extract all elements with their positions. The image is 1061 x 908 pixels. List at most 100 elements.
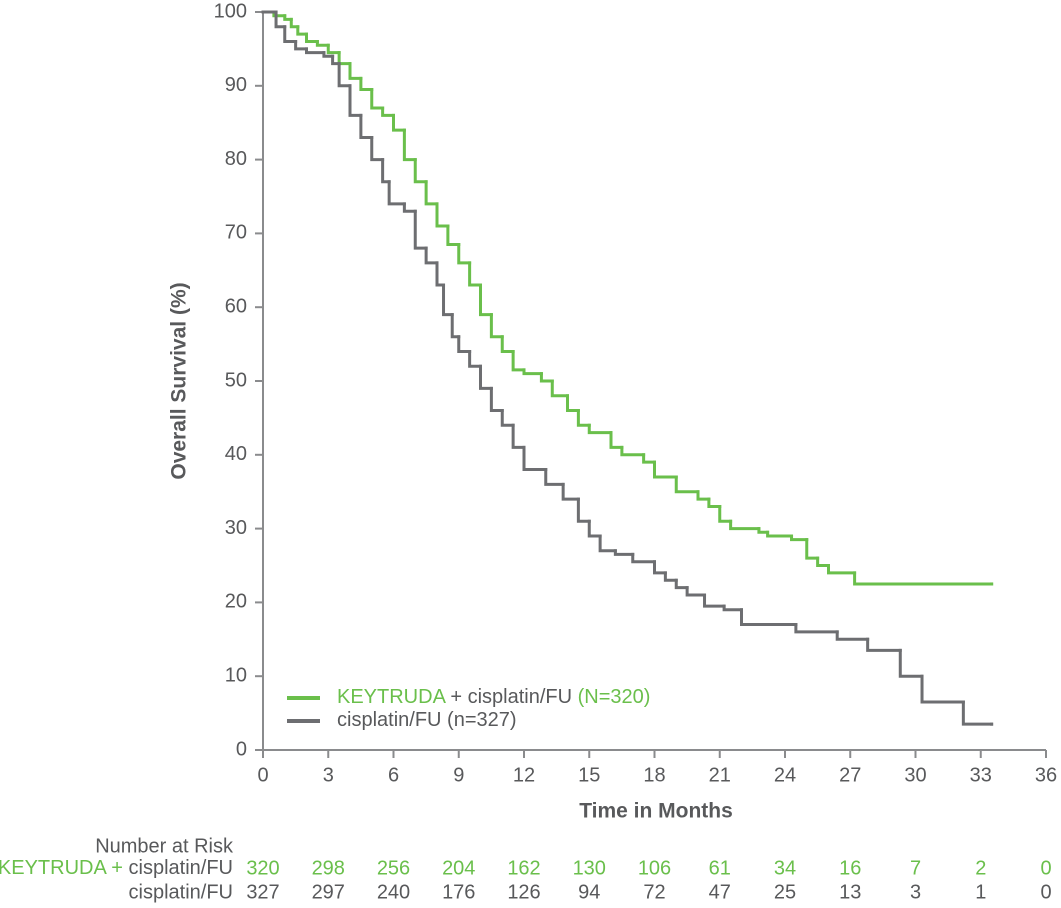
y-tick-label: 30 [225,517,247,539]
risk-value: 0 [1040,857,1051,879]
survival-step [576,409,591,427]
y-tick-label: 20 [225,591,247,613]
x-tick-label: 3 [323,764,334,786]
survival-step [468,261,482,287]
survival-step [468,349,482,368]
risk-value: 106 [638,857,671,879]
survival-step [631,552,656,564]
risk-value: 126 [507,881,540,903]
survival-step [326,43,341,55]
survival-step [740,608,798,627]
survival-step [424,246,439,265]
risk-row-label: cisplatin/FU [129,881,233,903]
risk-value: 327 [246,881,279,903]
survival-step [653,560,667,575]
legend-text-part: KEYTRUDA [337,686,447,708]
survival-step [511,349,526,372]
risk-value: 2 [975,857,986,879]
survival-step [790,534,809,542]
risk-value: 240 [377,881,410,903]
survival-step [898,648,924,678]
survival-step [674,578,689,590]
survival-step [685,586,707,597]
survival-step [522,445,548,472]
y-tick-label: 70 [225,222,247,244]
survival-step [703,593,726,608]
legend-text-part: cisplatin/FU (n=327) [337,709,517,731]
survival-step [827,564,857,575]
survival-step [489,386,504,413]
survival-step [718,504,733,523]
survival-step [450,313,461,339]
survival-step [337,51,352,66]
survival-step [642,453,656,464]
survival-step [539,372,554,383]
y-axis-label: Overall Survival (%) [168,282,191,479]
survival-step [413,209,428,250]
survival-step [835,630,870,641]
survival-step [816,556,830,567]
risk-value: 7 [910,857,921,879]
survival-step [274,10,287,29]
x-tick-label: 0 [257,764,268,786]
survival-step [392,113,406,132]
survival-step [283,25,298,44]
risk-label-part: cisplatin/FU [129,857,233,879]
survival-step [576,497,591,523]
risk-value: 94 [578,881,600,903]
survival-step [500,335,515,353]
survival-step [961,700,994,726]
survival-step [587,423,613,435]
x-tick-label: 6 [388,764,399,786]
survival-step [457,242,472,265]
x-tick-label: 27 [839,764,861,786]
legend-label: KEYTRUDA + cisplatin/FU (N=320) [337,686,650,708]
survival-step [663,571,678,582]
survival-step [609,431,624,449]
survival-step [561,482,580,501]
risk-value: 34 [774,857,796,879]
survival-step [337,62,352,88]
survival-step [289,17,300,29]
survival-step [587,519,602,538]
survival-step [479,283,493,317]
y-tick-label: 0 [236,738,247,760]
survival-step [402,202,417,213]
survival-step [359,113,374,139]
x-tick-label: 36 [1035,764,1057,786]
risk-value: 1 [975,881,986,903]
legend-text-part: + cisplatin/FU [445,686,572,708]
x-tick-label: 9 [453,764,464,786]
x-tick-label: 12 [513,764,535,786]
x-tick-label: 24 [774,764,796,786]
y-tick-label: 60 [225,295,247,317]
survival-step [766,530,794,538]
y-tick-label: 50 [225,369,247,391]
survival-step [620,445,646,457]
x-axis-label: Time in Months [579,800,733,823]
survival-step [653,460,678,479]
risk-value: 72 [643,881,665,903]
survival-step [348,62,363,80]
survival-step [442,283,454,317]
survival-step [370,135,385,162]
survival-step [457,335,472,353]
survival-step [381,106,395,117]
survival-step [435,261,446,287]
survival-step [315,40,330,47]
risk-value: 47 [709,881,731,903]
survival-step [381,158,391,184]
survival-step [920,674,965,704]
survival-step [296,25,308,36]
y-tick-label: 40 [225,443,247,465]
risk-value: 3 [910,881,921,903]
survival-step [696,490,711,501]
survival-step [348,84,363,117]
legend-text-part: (N=320) [572,686,650,708]
survival-step [370,87,385,110]
survival-step [479,364,493,390]
survival-step [331,54,341,66]
y-tick-label: 90 [225,74,247,96]
survival-step [489,313,504,339]
